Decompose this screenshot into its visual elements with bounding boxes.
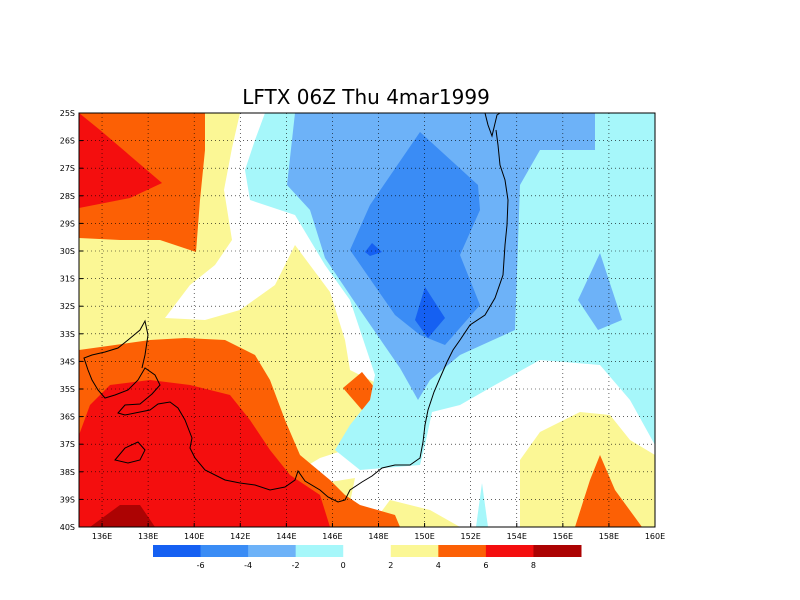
lat-tick-label: 28S [60, 192, 75, 201]
colorbar-swatch [295, 545, 344, 557]
colorbar-swatch [485, 545, 534, 557]
lon-tick-label: 154E [507, 532, 527, 541]
lat-tick-label: 32S [60, 302, 75, 311]
lat-tick-label: 40S [60, 523, 75, 532]
contour-fill-6-8 [79, 380, 330, 527]
lon-tick-label: 144E [276, 532, 296, 541]
lat-tick-label: 38S [60, 468, 75, 477]
contour-fill-0-neg2 [476, 483, 488, 527]
lat-tick-label: 25S [60, 109, 75, 118]
lat-tick-label: 26S [60, 137, 75, 146]
coastline [114, 441, 146, 464]
lon-tick-label: 150E [414, 532, 434, 541]
contour-fill-2-4 [520, 412, 655, 527]
lon-tick-label: 136E [92, 532, 112, 541]
lat-tick-label: 30S [60, 247, 75, 256]
colorbar: -6 -4 -2 0 2 4 6 8 [153, 545, 582, 570]
colorbar-label: 0 [341, 561, 346, 570]
lat-tick-label: 36S [60, 413, 75, 422]
colorbar-label: 2 [388, 561, 393, 570]
colorbar-swatch [343, 545, 392, 557]
colorbar-label: -6 [197, 561, 205, 570]
contour-fill-neg4-neg6 [350, 132, 480, 345]
plot-frame [78, 112, 656, 528]
colorbar-swatch [248, 545, 297, 557]
map-title: LFTX 06Z Thu 4mar1999 [242, 85, 490, 109]
colorbar-label: 8 [531, 561, 536, 570]
contour-fill-neg2-neg4 [578, 253, 622, 330]
lat-tick-label: 35S [60, 385, 75, 394]
lon-tick-label: 152E [461, 532, 481, 541]
colorbar-swatch [200, 545, 249, 557]
lat-tick-label: 31S [60, 275, 75, 284]
lat-tick-label: 29S [60, 219, 75, 228]
lon-tick-label: 142E [230, 532, 250, 541]
colorbar-label: 4 [436, 561, 441, 570]
contour-fill-gt-8 [90, 505, 155, 527]
colorbar-swatch [533, 545, 582, 557]
lat-tick-label: 39S [60, 495, 75, 504]
lat-tick-label: 34S [60, 357, 75, 366]
colorbar-swatch [438, 545, 487, 557]
lat-tick-label: 37S [60, 440, 75, 449]
lon-tick-label: 138E [138, 532, 158, 541]
plot-area [79, 113, 655, 527]
lon-tick-label: 146E [322, 532, 342, 541]
colorbar-label: -4 [244, 561, 252, 570]
contour-fill-neg2-neg4 [287, 113, 655, 400]
lon-tick-label: 156E [553, 532, 573, 541]
colorbar-swatch [390, 545, 439, 557]
contour-fill-4-6 [575, 455, 642, 527]
lon-tick-label: 148E [368, 532, 388, 541]
colorbar-label: -2 [292, 561, 300, 570]
lon-tick-label: 158E [599, 532, 619, 541]
grid-lines [79, 113, 655, 527]
coastline [83, 113, 509, 503]
lat-axis: 25S 26S 27S 28S 29S 30S 31S 32S 33S 34S 35S 36S 37S 3… [60, 109, 83, 532]
lat-tick-label: 27S [60, 164, 75, 173]
lon-tick-label: 160E [645, 532, 665, 541]
contour-fill-lt-neg6 [365, 243, 382, 256]
contour-fill-4-6 [343, 372, 378, 410]
contour-fill-6-8 [79, 113, 162, 208]
colorbar-label: 6 [483, 561, 488, 570]
lon-tick-label: 140E [184, 532, 204, 541]
contour-fill-lt-neg6 [415, 287, 445, 338]
lat-tick-label: 33S [60, 330, 75, 339]
lon-axis: 136E 138E 140E 142E 144E 146E 148E 150E 152E 154E… [92, 523, 665, 541]
colorbar-swatch [153, 545, 202, 557]
